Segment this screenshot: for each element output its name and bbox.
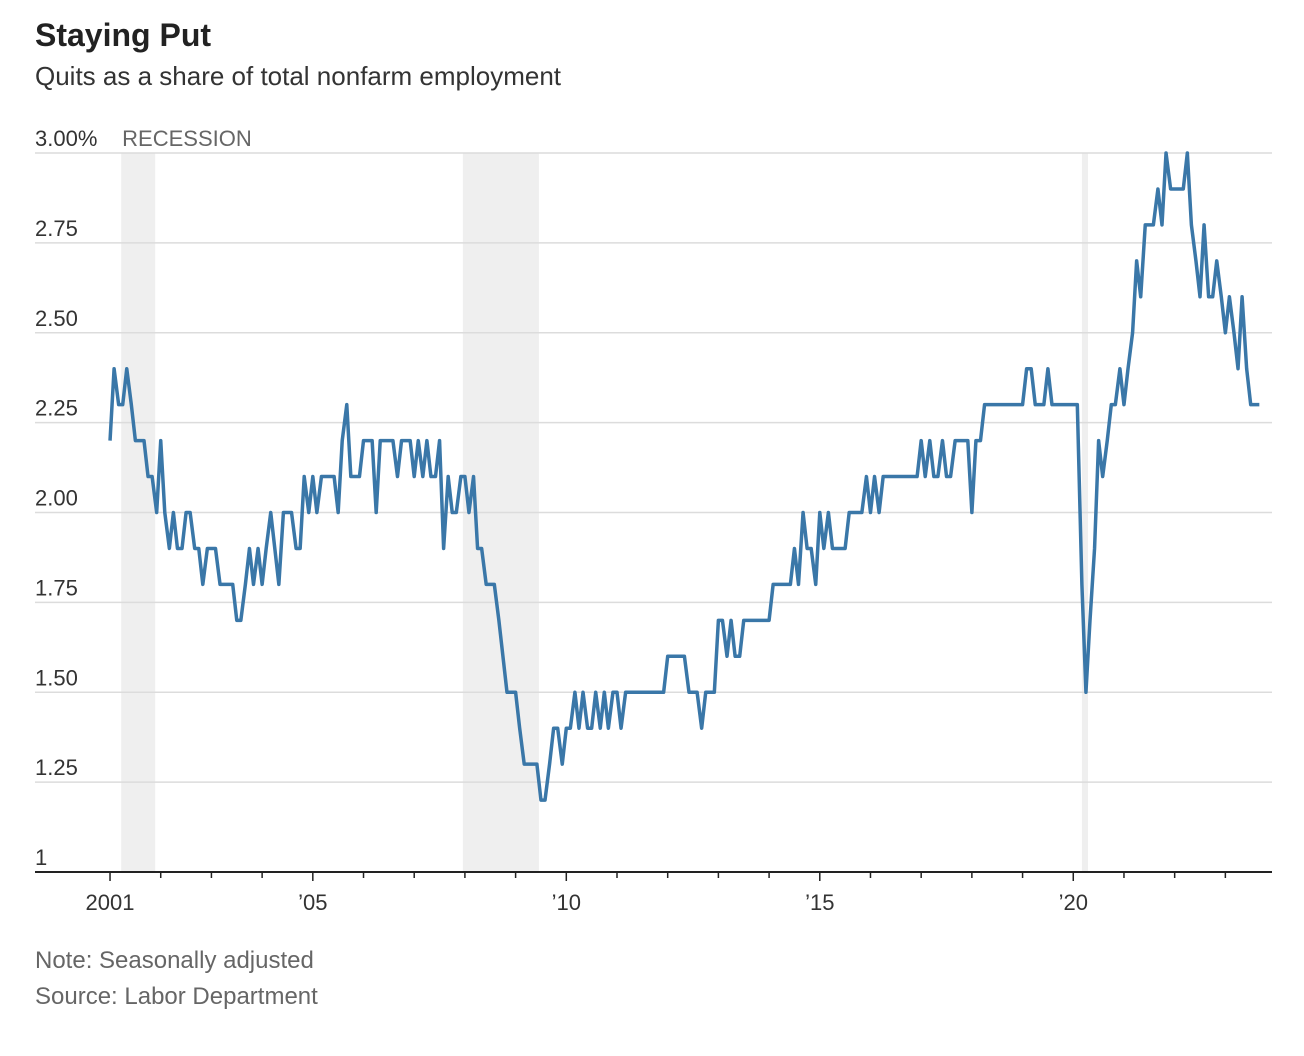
y-tick-label: 2.25: [35, 396, 78, 421]
y-tick-label: 2.00: [35, 486, 78, 511]
y-tick-label: 1.25: [35, 755, 78, 780]
source: Source: Labor Department: [35, 983, 318, 1010]
chart-title: Staying Put: [35, 17, 211, 53]
x-tick-label: ’05: [298, 890, 327, 915]
data-line: [108, 151, 1260, 802]
y-tick-label: 2.50: [35, 306, 78, 331]
chart-subtitle: Quits as a share of total nonfarm employ…: [35, 61, 562, 91]
x-tick-label: ’20: [1059, 890, 1088, 915]
x-tick-label: ’10: [552, 890, 581, 915]
y-tick-label: 1.75: [35, 575, 78, 600]
plot-background: RECESSION 1 1.25 1.50 1.75 2.00 2.25 2.50 2.75 3.…: [35, 126, 1272, 915]
x-tick-label: 2001: [86, 890, 135, 915]
y-tick-label: 1.50: [35, 665, 78, 690]
x-tick-label: ’15: [805, 890, 834, 915]
y-tick-label: 1: [35, 845, 47, 870]
note: Note: Seasonally adjusted: [35, 947, 314, 974]
y-tick-label: 2.75: [35, 216, 78, 241]
y-tick-label: 3.00%: [35, 126, 97, 151]
recession-label: RECESSION: [122, 126, 252, 151]
